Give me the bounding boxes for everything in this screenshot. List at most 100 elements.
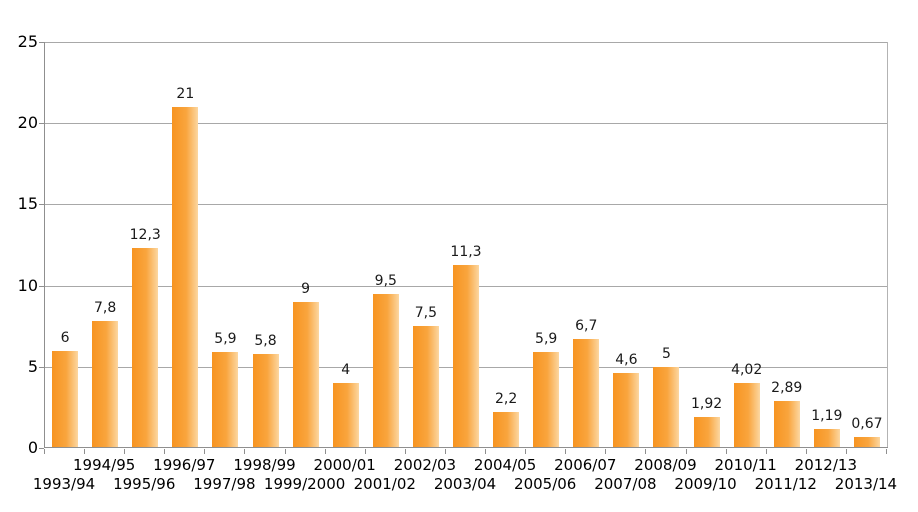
bar <box>252 353 279 448</box>
x-axis-tick <box>44 449 45 454</box>
x-axis-tick <box>765 449 767 454</box>
y-axis-tick <box>39 285 44 287</box>
y-axis-tick <box>39 123 44 125</box>
x-axis-tick <box>565 449 567 454</box>
bar <box>332 383 359 448</box>
bar-value-label: 6 <box>60 329 70 346</box>
bar-value-label: 4 <box>341 362 351 379</box>
x-axis-label: 1998/99 <box>233 456 296 474</box>
x-axis-label: 2009/10 <box>674 475 737 493</box>
y-axis-tick <box>39 366 44 368</box>
x-axis-tick <box>364 449 366 454</box>
bar-value-label: 9 <box>301 280 311 297</box>
bar <box>533 352 560 448</box>
bar <box>773 401 800 448</box>
bar <box>92 321 119 448</box>
y-axis-label: 0 <box>27 438 38 457</box>
bar <box>453 264 479 448</box>
bar-value-label: 4,02 <box>731 361 763 378</box>
bar <box>372 293 399 448</box>
x-axis-tick <box>324 449 326 454</box>
y-axis-tick <box>39 204 44 206</box>
x-axis-label: 2010/11 <box>714 456 777 474</box>
x-axis-tick <box>244 449 246 454</box>
y-axis-label: 25 <box>17 32 38 51</box>
x-axis-tick <box>284 449 286 454</box>
bar-value-label: 2,2 <box>494 391 518 408</box>
bar-value-label: 7,8 <box>94 300 117 317</box>
x-axis-label: 1996/97 <box>153 456 216 474</box>
x-axis-label: 2002/03 <box>393 456 457 474</box>
x-axis-label: 2001/02 <box>353 475 416 493</box>
x-axis-tick <box>525 449 527 454</box>
bar <box>292 301 319 448</box>
x-axis-tick <box>204 449 206 454</box>
bar <box>693 416 720 448</box>
x-axis-line <box>44 447 888 448</box>
bar-value-label: 5,9 <box>214 331 237 348</box>
y-axis-label: 10 <box>17 275 38 295</box>
bar <box>653 366 680 448</box>
gridline <box>45 123 887 125</box>
bar <box>853 437 880 448</box>
x-axis-label: 1994/95 <box>72 456 136 474</box>
bar-value-label: 11,3 <box>450 243 482 260</box>
x-axis-label: 1993/94 <box>32 475 96 493</box>
x-axis-label: 2013/14 <box>834 475 898 493</box>
x-axis-tick <box>605 449 607 454</box>
bar <box>733 382 760 448</box>
x-axis-tick <box>124 449 126 454</box>
x-axis-tick <box>645 449 647 454</box>
x-axis-label: 2008/09 <box>634 456 697 474</box>
plot-area: 6 7,8 12,3 21 5,9 5,8 9 4 9,5 7,5 11,3 2,2 5,9 6,7 4,6… <box>44 42 888 448</box>
y-axis-label: 5 <box>27 356 38 376</box>
x-axis-tick <box>164 449 166 454</box>
bar-value-label: 7,5 <box>414 305 438 322</box>
x-axis-tick <box>485 449 487 454</box>
bar-value-label: 0,67 <box>851 416 883 433</box>
bar <box>172 106 199 448</box>
x-axis-label: 2005/06 <box>514 475 577 493</box>
x-axis-label: 2006/07 <box>554 456 617 474</box>
x-axis-tick <box>84 449 86 454</box>
x-axis-label: 1999/2000 <box>263 475 346 493</box>
x-axis-tick <box>845 449 847 454</box>
bar <box>573 339 600 448</box>
bar <box>52 350 79 448</box>
bar <box>613 373 640 448</box>
bar <box>212 352 239 448</box>
bar-value-label: 1,92 <box>690 395 723 412</box>
bar-value-label: 21 <box>176 85 195 102</box>
bar-value-label: 9,5 <box>374 272 397 289</box>
gridline <box>45 42 887 43</box>
bar-value-label: 5 <box>662 345 671 362</box>
y-axis-label: 15 <box>17 194 38 214</box>
gridline <box>45 204 887 206</box>
x-axis-label: 1995/96 <box>113 475 176 493</box>
x-axis-label: 2011/12 <box>754 475 817 493</box>
x-axis-tick <box>444 449 446 454</box>
x-axis-label: 1997/98 <box>193 475 256 493</box>
bar <box>412 326 439 448</box>
x-axis-label: 2004/05 <box>473 456 537 474</box>
x-axis-tick <box>725 449 727 454</box>
x-axis-label: 2003/04 <box>433 475 497 493</box>
y-axis-tick <box>39 42 44 43</box>
x-axis-label: 2000/01 <box>313 456 376 474</box>
x-axis-tick <box>685 449 687 454</box>
bar <box>132 248 159 448</box>
bar <box>493 412 520 448</box>
y-axis-label: 20 <box>17 113 38 133</box>
bar-value-label: 5,8 <box>254 332 277 349</box>
bar-value-label: 1,19 <box>811 407 843 424</box>
bar-value-label: 2,89 <box>771 380 803 397</box>
bar <box>813 428 840 448</box>
y-axis-tick <box>39 448 44 449</box>
bar-value-label: 4,6 <box>615 352 638 369</box>
bar-value-label: 5,9 <box>535 331 558 348</box>
x-axis-label: 2007/08 <box>594 475 657 493</box>
bar-value-label: 12,3 <box>129 227 161 244</box>
x-axis-tick <box>805 449 807 454</box>
x-axis-tick <box>404 449 406 454</box>
